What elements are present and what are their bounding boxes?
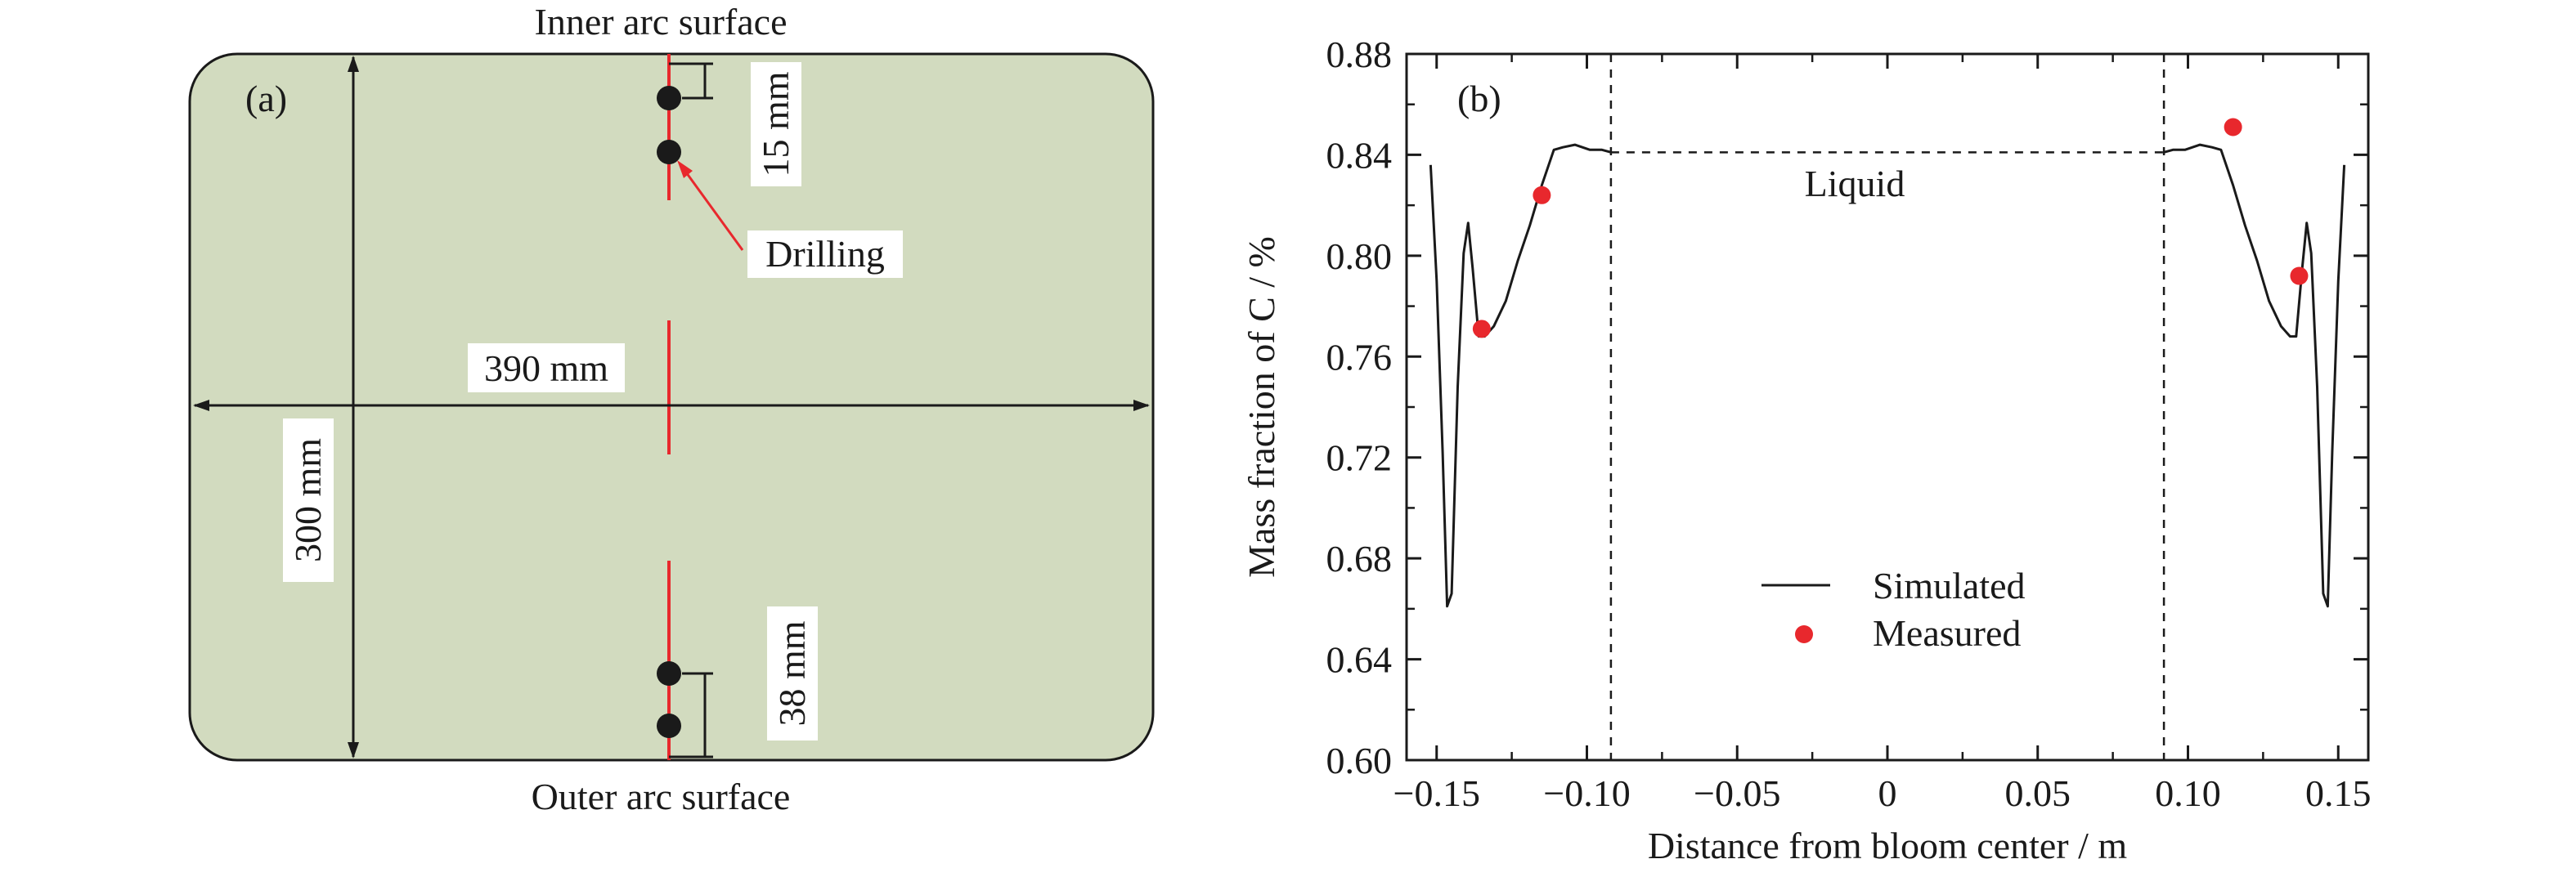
- panel-a-label: (a): [245, 78, 287, 119]
- y-tick-label: 0.80: [1326, 235, 1393, 277]
- legend: Simulated Measured: [1761, 565, 2026, 654]
- x-tick-label: 0: [1878, 772, 1897, 814]
- y-tick-label: 0.68: [1326, 538, 1393, 579]
- measured-point: [2224, 118, 2242, 136]
- legend-measured-swatch: [1795, 625, 1813, 643]
- x-tick-label: −0.10: [1543, 772, 1630, 814]
- legend-measured-label: Measured: [1873, 612, 2021, 654]
- panel-b-chart: −0.15 −0.10 −0.05 0 0.05 0.10 0.15 0.60 0.64 0.68…: [1241, 34, 2372, 866]
- inner-arc-caption: Inner arc surface: [535, 1, 788, 43]
- height-arrow-bottom: [348, 742, 359, 758]
- measured-point: [2290, 266, 2309, 285]
- y-tick-label: 0.88: [1326, 34, 1393, 75]
- drill-hole-outer-2: [657, 714, 681, 738]
- height-arrow-top: [348, 56, 359, 72]
- drilling-pointer-head: [677, 160, 693, 178]
- liquid-annotation: Liquid: [1805, 163, 1905, 204]
- bottom-offset-label: 38 mm: [771, 620, 813, 726]
- axis-tick-labels: −0.15 −0.10 −0.05 0 0.05 0.10 0.15 0.60 0.64 0.68…: [1326, 34, 2372, 814]
- x-tick-label: 0.05: [2005, 772, 2071, 814]
- simulated-line: [1429, 143, 1612, 608]
- outer-arc-caption: Outer arc surface: [532, 776, 791, 817]
- drill-hole-inner-2: [657, 140, 681, 164]
- x-axis-label: Distance from bloom center / m: [1648, 825, 2128, 866]
- simulated-line: [2163, 143, 2346, 608]
- drill-hole-inner-1: [657, 86, 681, 110]
- measured-point: [1533, 186, 1551, 204]
- chart-marks: [1429, 54, 2346, 760]
- x-tick-label: 0.10: [2155, 772, 2221, 814]
- y-tick-label: 0.76: [1326, 336, 1393, 378]
- panel-a-cross-section: 390 mm 300 mm (a) Inner arc surface Oute…: [188, 1, 1155, 817]
- width-arrow-left: [193, 400, 209, 411]
- x-tick-label: −0.05: [1694, 772, 1780, 814]
- y-tick-label: 0.72: [1326, 437, 1393, 479]
- bloom-section: [188, 52, 1155, 762]
- top-offset-label-box: [751, 62, 801, 186]
- y-tick-label: 0.60: [1326, 740, 1393, 781]
- width-arrow-right: [1133, 400, 1150, 411]
- x-tick-label: −0.15: [1393, 772, 1480, 814]
- width-label: 390 mm: [484, 347, 608, 389]
- x-tick-label: 0.15: [2305, 772, 2372, 814]
- panel-b-label: (b): [1457, 78, 1501, 119]
- y-axis-label: Mass fraction of C / %: [1241, 236, 1282, 578]
- height-label: 300 mm: [287, 438, 329, 562]
- drilling-pointer: [680, 166, 744, 251]
- y-tick-label: 0.64: [1326, 639, 1393, 681]
- bottom-offset-label-box: [767, 606, 818, 741]
- height-label-box: [283, 418, 334, 582]
- legend-simulated-label: Simulated: [1873, 565, 2026, 606]
- axis-ticks: [1407, 52, 2368, 762]
- drilling-label-box: [747, 230, 903, 278]
- top-offset-label: 15 mm: [755, 71, 797, 177]
- y-tick-label: 0.84: [1326, 134, 1393, 176]
- width-label-box: [468, 343, 625, 392]
- drill-hole-outer-1: [657, 661, 681, 686]
- measured-point: [1472, 320, 1491, 338]
- drilling-label: Drilling: [765, 233, 885, 275]
